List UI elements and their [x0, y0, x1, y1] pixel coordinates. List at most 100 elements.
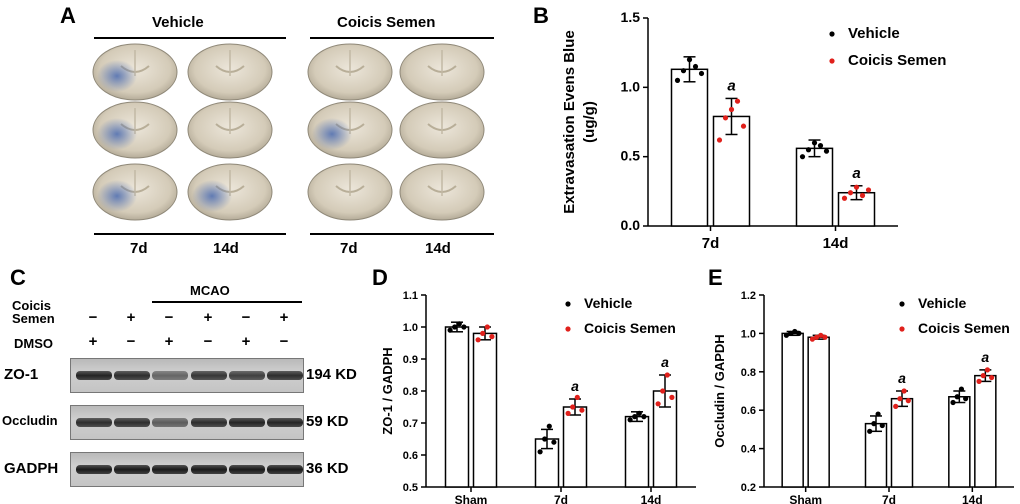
significance-label: a: [571, 378, 579, 394]
data-point: [865, 187, 872, 193]
brain-slice: [307, 101, 393, 159]
y-tick-label: 0.8: [403, 386, 418, 398]
data-point: [859, 192, 866, 199]
data-point: [489, 334, 495, 340]
x-tick-label: 14d: [641, 493, 662, 504]
blot-band: [267, 465, 303, 474]
data-point: [734, 98, 741, 104]
data-point: [632, 414, 638, 420]
y-tick-label: 0.6: [741, 405, 756, 417]
chart-b: 0.0 0.5 1.0 1.5 7d a 14d a Extravasation Evens B…: [561, 9, 946, 252]
data-point: [799, 154, 806, 160]
data-point: [484, 324, 490, 330]
data-point: [698, 70, 705, 77]
brain-slice: [399, 43, 485, 101]
slice-stain: [312, 118, 352, 150]
data-point: [546, 423, 552, 429]
data-point: [447, 327, 453, 333]
data-point: [456, 321, 462, 327]
data-point: [783, 332, 789, 338]
x-tick-label: Sham: [455, 493, 488, 504]
col-label-7d-vehicle: 7d: [130, 240, 148, 257]
blot-band: [191, 465, 227, 474]
brain-slice: [92, 43, 178, 101]
blot-band: [152, 418, 188, 427]
y-tick-label: 0.0: [621, 217, 641, 233]
chart-e: 0.2 0.4 0.6 0.8 1.0 1.2 Sham 7d a 14d a Occludin / …: [712, 290, 1014, 504]
panel-c-letter: C: [10, 265, 26, 290]
data-point: [740, 123, 747, 129]
panel-b-letter: B: [533, 3, 549, 28]
slice-stain: [97, 180, 137, 212]
data-point: [542, 436, 548, 442]
lane-sign: −: [203, 333, 213, 350]
panel-a-letter: A: [60, 3, 76, 28]
blot-band: [114, 465, 150, 474]
brain-slice: [307, 43, 393, 101]
x-tick-label: Sham: [789, 493, 822, 504]
col-label-14d-vehicle: 14d: [213, 240, 239, 257]
data-point: [897, 396, 903, 402]
bar-coicis: [890, 397, 914, 488]
lane-sign: +: [164, 333, 174, 350]
data-point: [811, 140, 818, 146]
blot-band: [191, 371, 227, 380]
blot-band: [152, 371, 188, 380]
significance-label: a: [727, 77, 735, 94]
blot-size-label: 59 KD: [306, 413, 349, 430]
y-tick-label: 1.1: [403, 290, 418, 302]
y-axis-label: ZO-1 / GADPH: [380, 347, 395, 434]
blot-name-label: ZO-1: [4, 366, 39, 383]
blot-band: [76, 418, 112, 427]
row-label-dmso: DMSO: [14, 336, 53, 351]
bar-vehicle: [948, 396, 971, 488]
slice-stain: [97, 118, 137, 150]
brain-slice: [187, 163, 273, 221]
blot-band: [76, 465, 112, 474]
legend-label: Coicis Semen: [584, 320, 676, 336]
chart-d: 0.5 0.6 0.7 0.8 0.9 1.0 1.1 Sham 7d a 14d a ZO-1 / G…: [380, 290, 696, 504]
data-point: [537, 449, 543, 455]
blot-band: [114, 371, 150, 380]
data-point: [950, 399, 956, 406]
lane-sign: −: [88, 309, 98, 326]
brain-slice: [92, 163, 178, 221]
data-point: [822, 334, 828, 340]
brain-slices-figure: [92, 37, 494, 235]
data-point: [867, 428, 873, 434]
group-label-coicis: Coicis Semen: [337, 14, 436, 31]
blot-band: [229, 371, 265, 380]
data-point: [963, 396, 969, 402]
data-point: [976, 378, 982, 384]
data-point: [480, 330, 486, 336]
y-axis-label: Occludin / GAPDH: [712, 334, 727, 447]
data-point: [817, 142, 824, 149]
bar-vehicle: [795, 147, 834, 227]
brain-slice: [187, 43, 273, 101]
data-point: [813, 334, 820, 340]
lane-sign: −: [241, 309, 251, 326]
y-tick-label: 1.0: [403, 322, 418, 334]
y-tick-label: 0.5: [621, 148, 641, 164]
y-tick-label: 1.2: [741, 290, 756, 302]
x-tick-label: 7d: [554, 493, 568, 504]
legend-marker: [899, 326, 905, 332]
data-point: [574, 394, 580, 400]
data-point: [809, 336, 815, 342]
blot-band: [267, 418, 303, 427]
blot-size-label: 36 KD: [306, 460, 349, 477]
data-point: [660, 388, 666, 394]
blot-band: [152, 465, 188, 474]
data-point: [871, 421, 877, 427]
lane-sign: −: [164, 309, 174, 326]
data-point: [565, 410, 571, 416]
y-tick-label: 0.7: [403, 418, 418, 430]
data-point: [841, 195, 848, 201]
lane-sign: +: [88, 333, 98, 350]
data-point: [551, 439, 557, 445]
data-point: [686, 57, 693, 63]
bar-coicis: [562, 406, 588, 488]
bar-vehicle: [781, 332, 804, 488]
mcao-label: MCAO: [190, 283, 230, 298]
significance-label: a: [852, 165, 860, 182]
